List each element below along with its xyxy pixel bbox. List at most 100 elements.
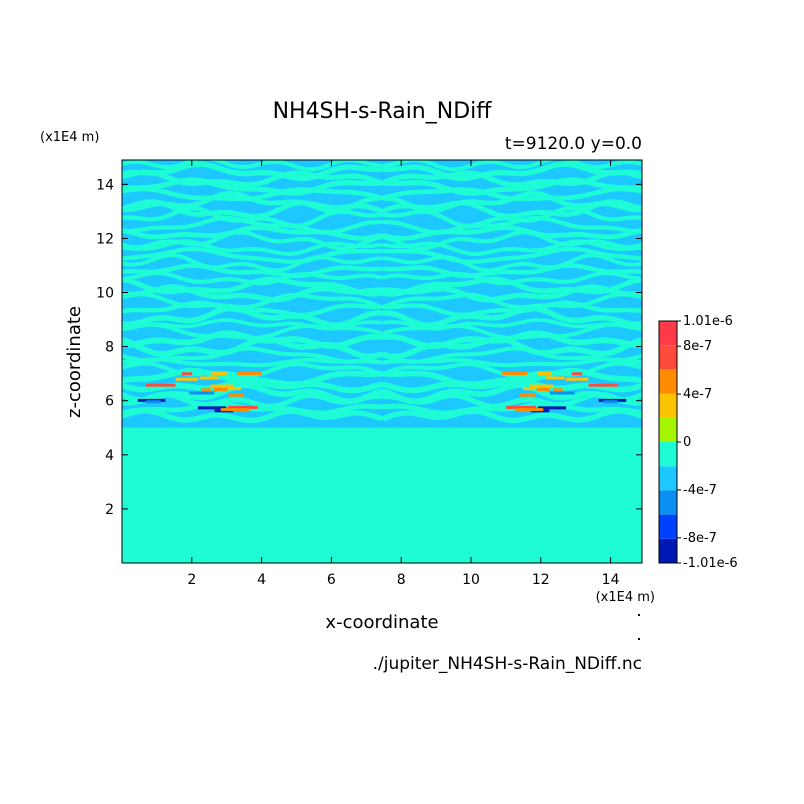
field-extreme-streak [571,372,583,376]
colorbar: 1.01e-6 8e-7 4e-7 0 -4e-7 -8e-7 -1.01e-6 [658,314,738,571]
field-extremes [137,371,627,413]
field-extreme-streak [545,376,565,380]
field-band [122,160,383,172]
field-band [122,177,383,196]
field-band [381,305,642,329]
field-band [122,292,383,310]
decorative-dot [638,638,640,640]
field-band [122,284,383,303]
x-tick-label: 8 [397,572,406,588]
field-band [381,292,642,310]
field-extreme-streak [537,406,567,410]
plot-frame [121,159,643,564]
x-tick-label: 2 [187,572,196,588]
field-band [122,199,383,219]
field-extreme-streak [199,376,219,380]
field-band [381,169,642,188]
y-axis: 2 4 6 8 10 12 14 [96,177,642,518]
colorbar-tick-label: -4e-7 [683,483,717,498]
field-extreme-streak [189,391,215,395]
field-band [122,161,383,182]
field-extreme-streak [237,371,262,375]
field-band [381,230,642,252]
field-extreme-streak [588,383,619,387]
field-band [122,225,383,241]
field-band [381,161,642,182]
colorbar-segment [659,490,677,515]
colorbar-tick-label: -1.01e-6 [683,556,738,571]
field-extreme-streak [227,405,258,409]
field-extreme-streak [537,372,552,376]
field-band [381,361,642,378]
field-band [381,246,642,264]
field-band [382,253,642,273]
field-band [381,357,642,368]
field-band [122,253,382,273]
field-extreme-streak [220,408,249,412]
x-axis: 2 4 6 8 10 12 14 [187,160,620,588]
field-band [122,239,382,256]
field-extreme-streak [181,372,193,376]
field-band [122,246,383,264]
x-unit-label: (x1E4 m) [596,590,655,605]
x-tick-label: 10 [462,572,480,588]
x-tick-label: 14 [602,572,620,588]
field-lower-region [122,427,642,563]
field-band [381,160,642,172]
field-extreme-streak [227,387,242,391]
field-band [381,177,642,196]
field-band [381,225,642,241]
heatmap-field [122,160,642,563]
field-band [381,276,642,297]
field-band [381,263,642,279]
field-extreme-streak [553,388,563,392]
colorbar-segment [659,393,677,418]
field-band [122,305,383,329]
colorbar-segment [659,514,677,539]
field-band [122,391,383,410]
field-extreme-streak [146,400,161,404]
field-extreme-streak [522,387,537,391]
colorbar-segment [659,442,677,467]
field-band [381,284,642,303]
y-tick-label: 2 [105,502,114,518]
field-band [122,169,383,188]
field-extreme-streak [502,371,527,375]
field-extreme-streak [549,391,575,395]
field-extreme-streak [212,372,227,376]
field-extreme-streak [228,393,245,397]
field-extreme-streak [565,377,589,381]
field-band [381,199,642,219]
field-extreme-streak [175,377,199,381]
field-band [381,391,642,410]
colorbar-segment [659,538,677,563]
field-band [122,408,383,424]
y-axis-label: z-coordinate [64,306,85,418]
field-extreme-streak [536,387,551,391]
field-band [381,215,642,235]
field-band [381,336,642,360]
y-tick-label: 14 [96,177,114,193]
field-extreme-streak [197,406,227,410]
field-extreme-streak [519,393,536,397]
field-extreme-streak [603,400,618,404]
y-tick-label: 10 [96,286,114,302]
field-extreme-streak [145,383,176,387]
field-bands [122,160,642,424]
y-unit-label: (x1E4 m) [40,130,99,145]
colorbar-segment [659,417,677,442]
field-band [122,276,383,297]
y-tick-label: 6 [105,394,114,410]
field-band [122,215,383,235]
field-band [122,336,383,360]
field-extreme-streak [506,405,537,409]
field-band [122,230,383,252]
colorbar-tick-label: 1.01e-6 [683,314,733,329]
x-tick-label: 4 [257,572,266,588]
colorbar-tick-label: 4e-7 [683,387,712,402]
colorbar-tick-label: 8e-7 [683,339,712,354]
y-tick-label: 8 [105,340,114,356]
colorbar-segment [659,345,677,370]
field-band [381,206,642,229]
